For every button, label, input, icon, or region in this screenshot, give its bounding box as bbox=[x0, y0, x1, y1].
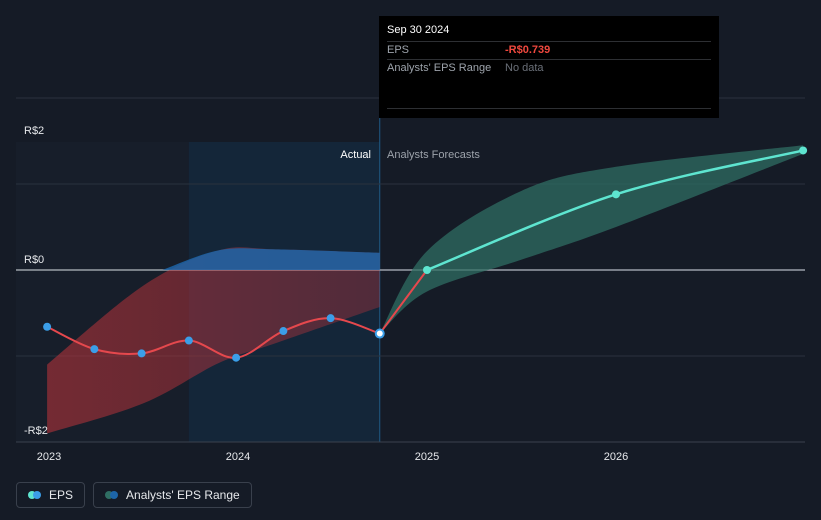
tooltip: Sep 30 2024 EPS -R$0.739 Analysts' EPS R… bbox=[379, 16, 719, 118]
tooltip-range-label: Analysts' EPS Range bbox=[387, 62, 492, 74]
legend-range-button[interactable]: Analysts' EPS Range bbox=[93, 482, 252, 508]
actual-eps-point bbox=[374, 328, 385, 339]
tooltip-range-row: Analysts' EPS Range No data bbox=[387, 59, 711, 77]
actual-eps-point bbox=[90, 345, 99, 354]
forecast-divider-label: Analysts Forecasts bbox=[387, 149, 480, 161]
forecast-eps-point bbox=[612, 190, 620, 199]
actual-eps-point bbox=[43, 322, 52, 331]
x-tick-label-2025: 2025 bbox=[415, 451, 439, 463]
tooltip-date: Sep 30 2024 bbox=[387, 24, 450, 36]
actual-eps-range-upper bbox=[162, 248, 380, 270]
tooltip-eps-value: -R$0.739 bbox=[505, 44, 551, 56]
tooltip-eps-label: EPS bbox=[387, 44, 410, 56]
actual-eps-point bbox=[137, 349, 146, 358]
actual-eps-point bbox=[184, 336, 193, 345]
forecast-eps-point bbox=[423, 266, 431, 274]
forecast-eps-point bbox=[799, 146, 808, 155]
forecast-eps-line-transition bbox=[378, 269, 428, 335]
x-tick-label-2023: 2023 bbox=[37, 451, 61, 463]
y-tick-label-zero: R$0 bbox=[24, 254, 44, 266]
tooltip-range-value: No data bbox=[505, 62, 544, 74]
legend-eps-label: EPS bbox=[49, 488, 74, 502]
legend-eps-button[interactable]: EPS bbox=[16, 482, 86, 508]
actual-eps-point bbox=[232, 353, 241, 362]
x-tick-label-2026: 2026 bbox=[604, 451, 628, 463]
legend: EPS Analysts' EPS Range bbox=[16, 482, 252, 508]
actual-eps-range-band bbox=[47, 247, 380, 434]
eps-legend-icon bbox=[28, 491, 41, 499]
legend-range-label: Analysts' EPS Range bbox=[126, 488, 240, 502]
y-tick-label-top: R$2 bbox=[24, 125, 44, 137]
actual-divider-label: Actual bbox=[340, 149, 371, 161]
actual-eps-point bbox=[279, 327, 288, 336]
x-tick-label-2024: 2024 bbox=[226, 451, 250, 463]
actual-eps-point bbox=[326, 314, 335, 323]
forecast-eps-range-band bbox=[379, 145, 804, 334]
y-tick-label-bottom: -R$2 bbox=[24, 425, 48, 437]
range-legend-icon bbox=[105, 491, 119, 499]
actual-eps-line bbox=[46, 317, 381, 359]
tooltip-divider bbox=[387, 108, 711, 109]
tooltip-eps-row: EPS -R$0.739 bbox=[387, 41, 711, 59]
